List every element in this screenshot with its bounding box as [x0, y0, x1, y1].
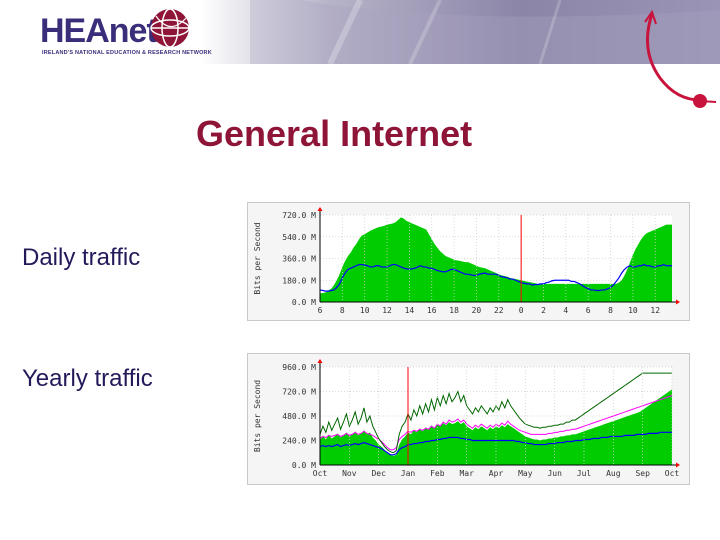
x-tick-label: 0 [519, 306, 524, 315]
x-tick-label: 12 [382, 306, 392, 315]
x-tick-label: 22 [494, 306, 504, 315]
x-tick-label: Nov [342, 469, 357, 478]
x-tick-label: Jan [401, 469, 416, 478]
yearly-traffic-chart: Bits per Second 960.0 M 720.0 M 480.0 M 240.… [247, 353, 690, 485]
x-tick-label: Dec [371, 469, 386, 478]
y-tick-label: 540.0 M [282, 233, 316, 242]
x-axis-arrow [676, 299, 680, 305]
banner-background [250, 0, 720, 64]
yearly-traffic-label: Yearly traffic [22, 365, 153, 392]
x-tick-label: Sep [635, 469, 650, 478]
x-tick-label: 10 [628, 306, 638, 315]
y-tick-label: 240.0 M [282, 437, 316, 446]
x-tick-label: 4 [563, 306, 568, 315]
x-tick-label: 10 [360, 306, 370, 315]
x-tick-label: May [518, 469, 533, 478]
x-tick-label: Mar [459, 469, 474, 478]
x-tick-label: 12 [650, 306, 660, 315]
daily-traffic-label: Daily traffic [22, 244, 141, 271]
y-axis-label: Bits per Second [253, 222, 262, 294]
x-tick-label: Apr [489, 469, 504, 478]
daily-traffic-chart: Bits per Second 720.0 M 540.0 M 360.0 M 180.… [247, 202, 690, 321]
yearly-chart-svg: Bits per Second 960.0 M 720.0 M 480.0 M 240.… [253, 359, 680, 478]
series-line-1 [319, 263, 672, 292]
y-axis-arrow [317, 359, 323, 363]
slide-title: General Internet [196, 113, 473, 154]
x-axis-arrow [676, 462, 680, 468]
series-in-area [320, 217, 672, 302]
x-tick-label: 8 [608, 306, 613, 315]
x-tick-label: 14 [405, 306, 415, 315]
x-tick-label: Jun [547, 469, 562, 478]
x-tick-label: Feb [430, 469, 445, 478]
x-tick-label: 8 [340, 306, 345, 315]
y-tick-label: 0.0 M [292, 461, 316, 470]
y-tick-label: 480.0 M [282, 412, 316, 421]
header-banner: HEAnet IRELAND'S NATIONAL EDUCATION & RE… [0, 0, 720, 64]
x-tick-label: 16 [427, 306, 437, 315]
y-tick-label: 0.0 M [292, 298, 316, 307]
x-tick-label: Oct [313, 469, 328, 478]
y-tick-label: 720.0 M [282, 211, 316, 220]
x-tick-label: 6 [318, 306, 323, 315]
y-axis-label: Bits per Second [253, 380, 262, 452]
x-tick-label: 18 [449, 306, 459, 315]
x-tick-label: 2 [541, 306, 546, 315]
x-tick-label: Oct [665, 469, 680, 478]
series-line-2 [319, 372, 672, 454]
globe-icon [150, 8, 190, 48]
logo-text[interactable]: HEAnet [40, 12, 158, 50]
x-tick-label: 20 [472, 306, 482, 315]
x-tick-label: Aug [606, 469, 621, 478]
x-tick-label: Jul [577, 469, 592, 478]
y-tick-label: 720.0 M [282, 388, 316, 397]
logo-tagline: IRELAND'S NATIONAL EDUCATION & RESEARCH … [42, 50, 212, 56]
x-tick-label: 6 [586, 306, 591, 315]
y-tick-label: 180.0 M [282, 276, 316, 285]
y-tick-label: 360.0 M [282, 255, 316, 264]
y-tick-label: 960.0 M [282, 363, 316, 372]
y-axis-arrow [317, 207, 323, 211]
